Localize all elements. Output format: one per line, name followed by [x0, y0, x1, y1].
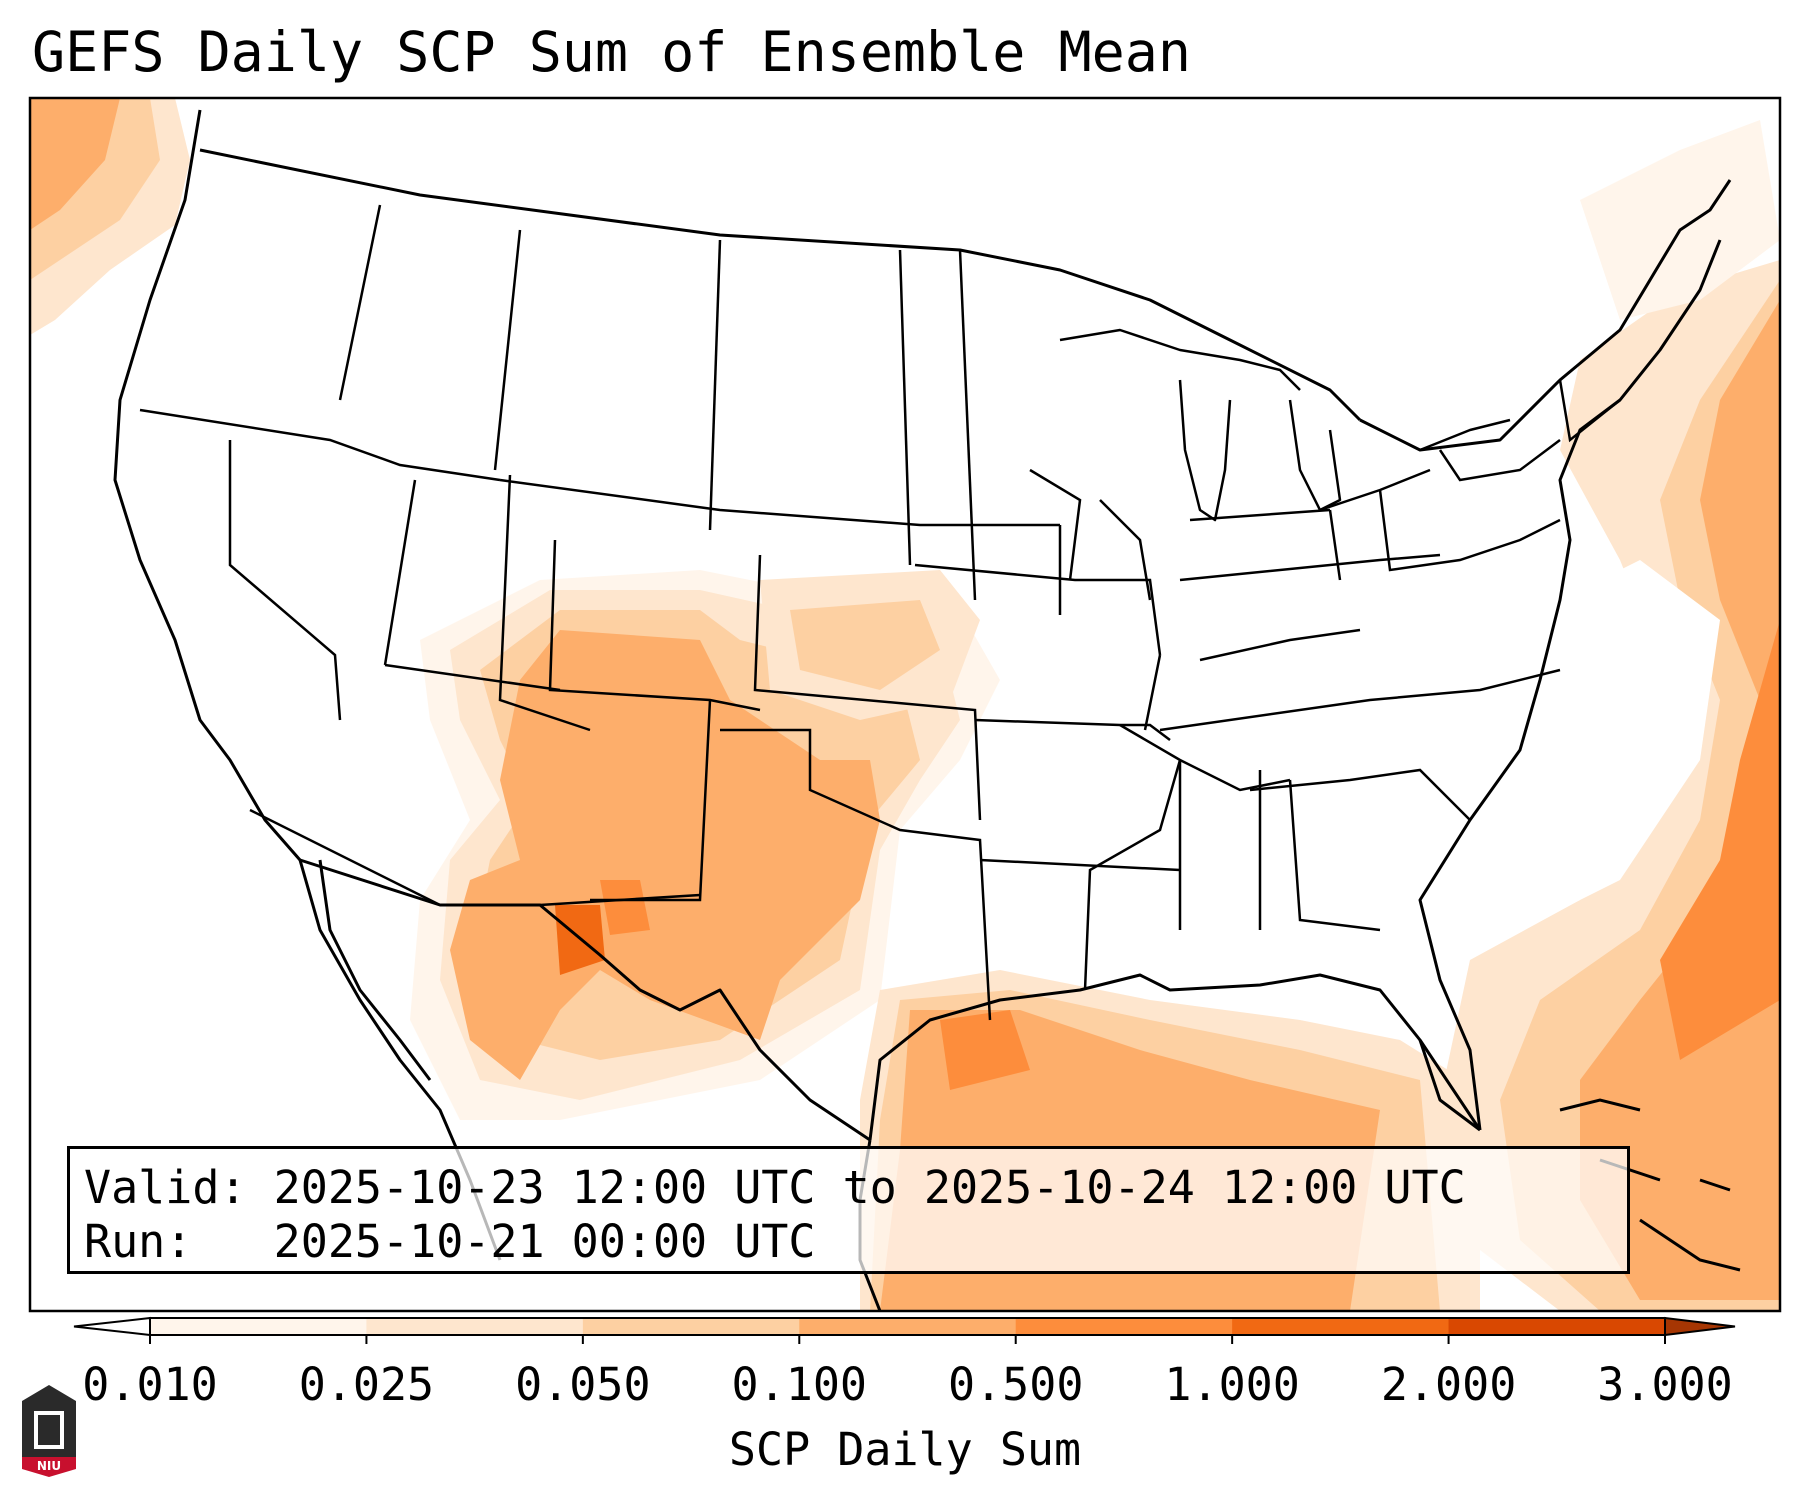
chart-title: GEFS Daily SCP Sum of Ensemble Mean — [32, 20, 1191, 84]
state-borders — [139, 204, 1621, 1021]
colorbar-extend-max — [1664, 1316, 1736, 1337]
colorbar-tick-label: 0.010 — [82, 1358, 218, 1411]
colorbar-segment — [799, 1318, 1017, 1335]
colorbar-tick-label: 0.100 — [731, 1358, 868, 1411]
map-panel — [30, 98, 1780, 1311]
colorbar-tick-label: 1.000 — [1164, 1358, 1300, 1411]
colorbar-segment — [1015, 1318, 1233, 1335]
run-time-label: Run: 2025-10-21 00:00 UTC — [84, 1215, 816, 1268]
valid-time-label: Valid: 2025-10-23 12:00 UTC to 2025-10-2… — [84, 1161, 1466, 1214]
colorbar-segment — [582, 1318, 800, 1335]
colorbar-tick-label: 0.025 — [298, 1358, 435, 1411]
niu-logo-icon: NIU — [22, 1385, 76, 1477]
svg-text:NIU: NIU — [37, 1459, 61, 1473]
colorbar-title: SCP Daily Sum — [728, 1423, 1082, 1476]
colorbar-extend-min — [73, 1316, 151, 1337]
colorbar — [73, 1316, 1736, 1344]
colorbar-frame — [149, 1317, 1666, 1336]
colorbar-segment — [1448, 1318, 1666, 1335]
info-box: Valid: 2025-10-23 12:00 UTC to 2025-10-2… — [67, 1146, 1630, 1274]
colorbar-tick-label: 2.000 — [1380, 1358, 1517, 1411]
colorbar-tick-label: 3.000 — [1597, 1358, 1733, 1411]
colorbar-segment — [150, 1318, 367, 1335]
colorbar-tick-label: 0.500 — [947, 1358, 1084, 1411]
colorbar-tick-label: 0.050 — [515, 1358, 651, 1411]
colorbar-segment — [366, 1318, 584, 1335]
colorbar-segment — [1232, 1318, 1450, 1335]
map-frame — [28, 96, 1782, 1313]
